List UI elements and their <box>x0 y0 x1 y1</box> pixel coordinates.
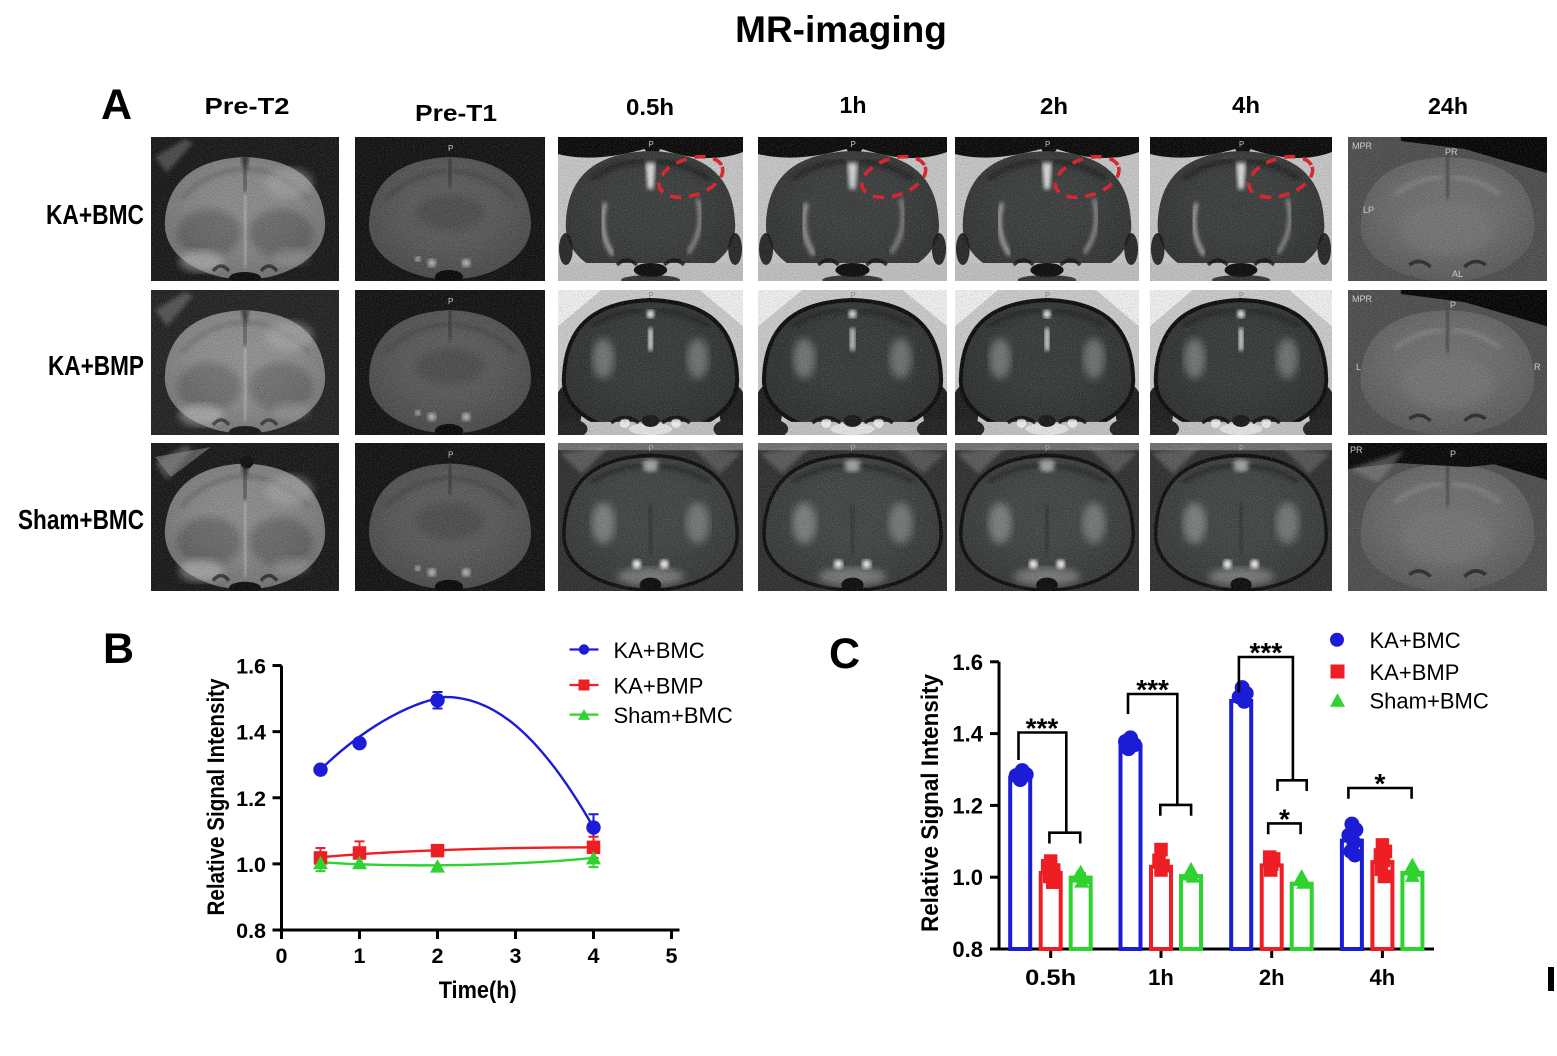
svg-text:0.8: 0.8 <box>952 937 983 962</box>
svg-text:***: *** <box>1250 637 1283 668</box>
svg-text:*: * <box>1375 768 1386 799</box>
svg-text:MR-imaging: MR-imaging <box>735 9 947 50</box>
svg-text:4: 4 <box>588 944 600 968</box>
svg-text:4h: 4h <box>1232 92 1260 118</box>
svg-text:*: * <box>1279 803 1290 834</box>
svg-text:2: 2 <box>432 944 444 968</box>
svg-text:Sham+BMC: Sham+BMC <box>18 504 144 535</box>
svg-text:1.2: 1.2 <box>236 787 266 811</box>
svg-text:1.4: 1.4 <box>236 721 266 745</box>
svg-text:Relative Signal Intensity: Relative Signal Intensity <box>917 673 944 932</box>
svg-text:1.0: 1.0 <box>236 853 266 877</box>
svg-text:1h: 1h <box>840 92 867 118</box>
svg-text:0.5h: 0.5h <box>1025 965 1076 990</box>
svg-text:***: *** <box>1026 713 1059 744</box>
svg-text:KA+BMC: KA+BMC <box>46 199 144 230</box>
svg-text:Sham+BMC: Sham+BMC <box>614 703 733 728</box>
svg-text:1: 1 <box>354 944 366 968</box>
svg-text:Sham+BMC: Sham+BMC <box>1370 689 1489 714</box>
svg-text:0.5h: 0.5h <box>626 94 674 120</box>
svg-text:5: 5 <box>666 944 678 968</box>
svg-text:Relative Signal Intensity: Relative Signal Intensity <box>203 678 230 916</box>
svg-text:A: A <box>101 81 132 129</box>
svg-text:KA+BMP: KA+BMP <box>1370 660 1460 685</box>
svg-text:KA+BMP: KA+BMP <box>48 350 144 381</box>
svg-text:1.0: 1.0 <box>952 865 983 890</box>
svg-text:1.6: 1.6 <box>952 650 983 675</box>
svg-text:KA+BMC: KA+BMC <box>614 638 705 663</box>
svg-text:0: 0 <box>276 944 288 968</box>
svg-text:KA+BMC: KA+BMC <box>1370 628 1461 653</box>
svg-text:Pre-T1: Pre-T1 <box>415 100 497 126</box>
svg-text:B: B <box>103 625 134 673</box>
svg-text:C: C <box>829 630 860 678</box>
svg-text:3: 3 <box>510 944 522 968</box>
svg-text:1.2: 1.2 <box>952 793 983 818</box>
svg-text:1.4: 1.4 <box>952 722 983 747</box>
svg-text:1.6: 1.6 <box>236 655 266 679</box>
svg-text:2h: 2h <box>1040 93 1068 119</box>
svg-text:Time(h): Time(h) <box>439 977 517 1004</box>
svg-text:24h: 24h <box>1428 93 1468 119</box>
svg-text:4h: 4h <box>1370 965 1396 990</box>
svg-text:***: *** <box>1136 674 1169 705</box>
svg-text:1h: 1h <box>1148 965 1174 990</box>
svg-text:2h: 2h <box>1259 965 1285 990</box>
svg-text:0.8: 0.8 <box>236 919 266 943</box>
svg-text:Pre-T2: Pre-T2 <box>205 93 290 119</box>
svg-text:KA+BMP: KA+BMP <box>614 673 704 698</box>
